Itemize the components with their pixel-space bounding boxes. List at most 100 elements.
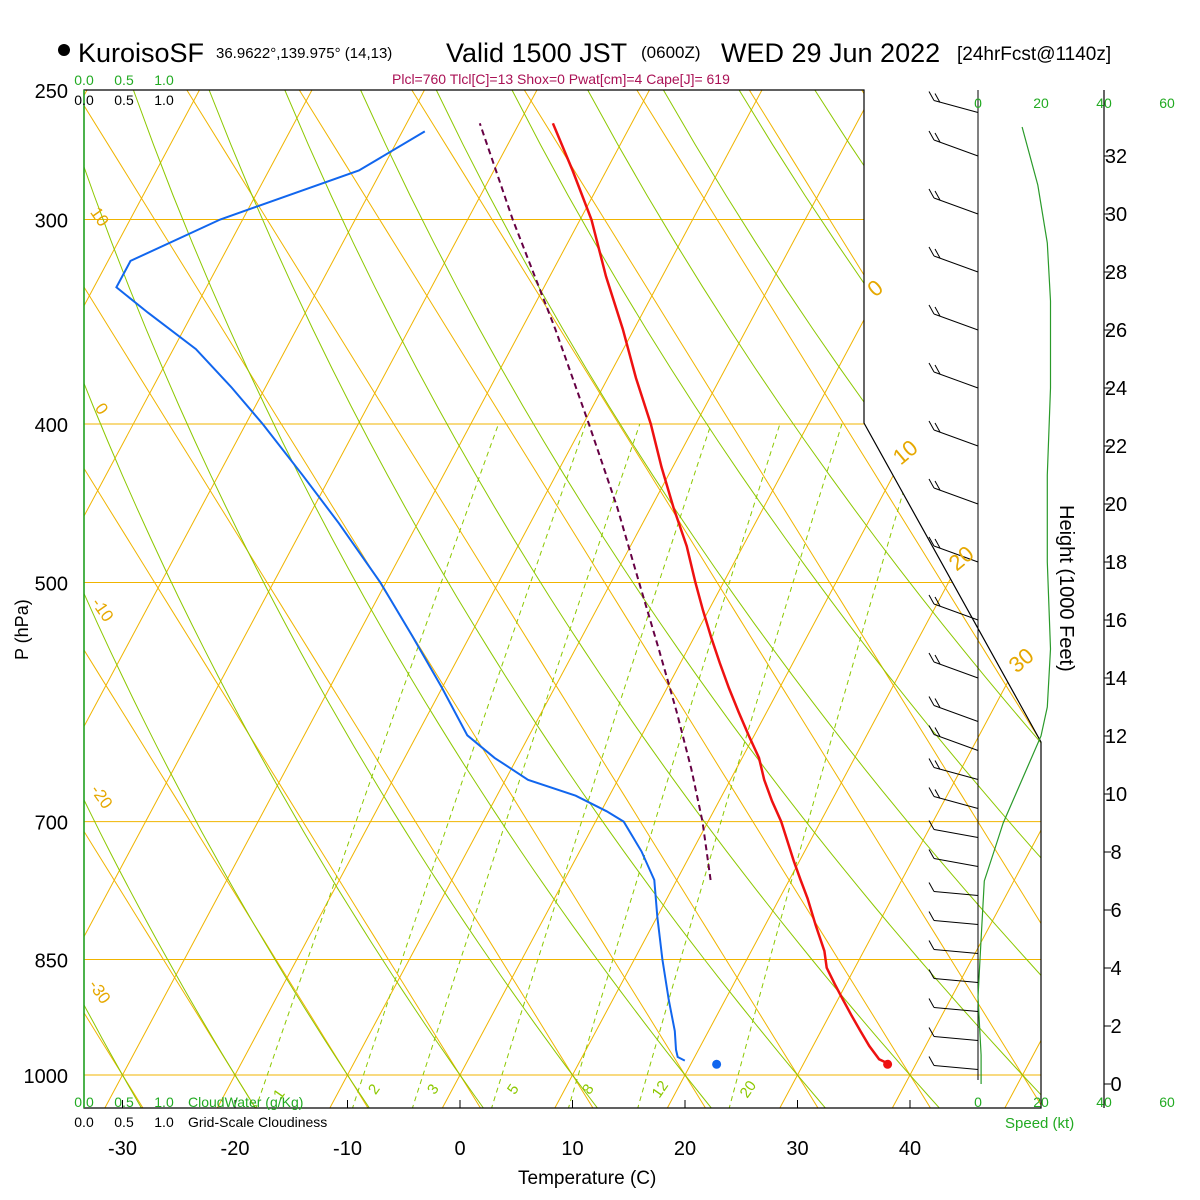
pressure-tick-label: 700 [35, 813, 68, 835]
speed-tick-label-top: 20 [1033, 95, 1049, 111]
isotherm-line [216, 90, 778, 1108]
chart-background-lines [84, 90, 1200, 1110]
wind-barb-feather [934, 596, 941, 607]
height-tick-label: 24 [1105, 378, 1127, 400]
wind-barb-feather [934, 422, 941, 433]
isotherm-label: -10 [88, 594, 118, 625]
wind-barb-shaft [933, 767, 979, 780]
dry-adiabat-line [84, 90, 600, 1108]
wind-barb-shaft [933, 1007, 979, 1012]
x-axis-title: Temperature (C) [518, 1168, 656, 1189]
wind-barb-feather [934, 248, 941, 259]
isotherm-line [328, 90, 891, 1108]
mixing-ratio-line [411, 423, 641, 1108]
theta-label: 10 [888, 435, 923, 470]
height-tick-label: 18 [1105, 552, 1127, 574]
speed-tick-label-bottom: 60 [1159, 1094, 1175, 1110]
speed-tick-label-top: 40 [1096, 95, 1112, 111]
isotherm-line [84, 90, 553, 1108]
temperature-tick-label: 10 [561, 1138, 583, 1160]
chart-header: KuroisoSF 36.9622°,139.975° (14,13) Vali… [58, 38, 1111, 87]
wind-barb-feather [928, 820, 935, 830]
dewpoint-profile [115, 130, 686, 1062]
temperature-tick-label: -20 [221, 1138, 250, 1160]
cloud-water-title: CloudWater (g/Kg) [188, 1094, 303, 1110]
temperature-tick-label: -10 [333, 1138, 362, 1160]
wind-barb-shaft [933, 313, 979, 331]
speed-tick-label-bottom: 0 [974, 1094, 982, 1110]
site-name: KuroisoSF [78, 38, 204, 68]
wind-barb-feather [928, 594, 935, 605]
isotherm-line [84, 90, 328, 1108]
mixing-ratio-line [351, 423, 587, 1108]
theta-label: 30 [1004, 643, 1039, 678]
isotherm-line [666, 90, 1041, 1108]
wind-barb-feather [928, 758, 935, 768]
height-tick-label: 2 [1110, 1016, 1121, 1038]
height-tick-label: 16 [1105, 610, 1127, 632]
cloud-scale-bottom-black: 1.0 [154, 1114, 174, 1130]
pressure-tick-label: 400 [35, 415, 68, 437]
height-tick-label: 28 [1105, 262, 1127, 284]
wind-barb-shaft [933, 858, 979, 867]
theta-line [973, 90, 1041, 1108]
wind-barb [928, 725, 979, 751]
wind-barb [928, 940, 979, 954]
theta-line [298, 90, 932, 1108]
wind-barb-feather [928, 969, 935, 979]
temperature-tick-label: 0 [454, 1138, 465, 1160]
wind-barb-shaft [933, 891, 979, 896]
dry-adiabat-line [511, 90, 1041, 1108]
height-tick-label: 0 [1110, 1074, 1121, 1096]
wind-barb-shaft [933, 545, 979, 563]
dry-adiabat-line [814, 90, 1041, 1108]
wind-barb-shaft [933, 139, 979, 157]
wind-barb-shaft [933, 1036, 979, 1041]
cloud-scale-top-green: 0.5 [114, 72, 134, 88]
cloud-scale-bottom-black: 0.5 [114, 1114, 134, 1130]
isotherm-line [1003, 90, 1041, 1108]
isotherm-label: -20 [87, 781, 117, 812]
wind-barb-feather [934, 190, 941, 201]
wind-barb-feather [934, 132, 941, 143]
isotherm-line [103, 90, 666, 1108]
temperature-tick-label: 40 [899, 1138, 921, 1160]
wind-barb-shaft [933, 1065, 979, 1070]
dry-adiabat-line [360, 90, 1041, 1108]
surface-dewpoint-point [712, 1059, 722, 1069]
cloud-scale-bottom-green: 1.0 [154, 1094, 174, 1110]
cloud-scale-bottom-green: 0.0 [74, 1094, 94, 1110]
wind-barb [928, 188, 979, 215]
wind-barb [928, 882, 979, 896]
wind-barb [928, 758, 979, 780]
speed-tick-label-top: 60 [1159, 95, 1175, 111]
dry-adiabat-line [84, 90, 143, 1108]
wind-barb-feather [928, 1027, 935, 1037]
dry-adiabat-line [1193, 90, 1200, 1110]
wind-barb-feather [928, 536, 935, 547]
cloud-scale-top-black: 1.0 [154, 92, 174, 108]
dry-adiabat-line [965, 90, 1041, 1108]
valid-zulu: (0600Z) [641, 43, 701, 62]
cloud-scale-top-green: 0.0 [74, 72, 94, 88]
wind-barb [928, 594, 979, 621]
mixing-ratio-label: 20 [737, 1078, 760, 1101]
wind-barb-shaft [933, 487, 979, 505]
wind-barb [928, 849, 979, 867]
theta-line [84, 90, 707, 1108]
wind-barb [928, 304, 979, 331]
isotherm-label: 10 [86, 204, 112, 230]
speed-tick-label-top: 0 [974, 95, 982, 111]
wind-barb-feather [934, 727, 941, 737]
wind-barb [928, 820, 979, 838]
isotherm-label: -30 [85, 976, 115, 1007]
wind-barb-shaft [933, 661, 979, 679]
wind-barb-feather [928, 998, 935, 1008]
theta-line [84, 90, 257, 1108]
height-tick-label: 4 [1110, 958, 1121, 980]
mixing-ratio-label: 3 [424, 1081, 443, 1098]
dry-adiabat-line [587, 90, 1041, 1108]
cloud-scale-bottom-black: 0.0 [74, 1114, 94, 1130]
theta-line [84, 90, 595, 1108]
mixing-ratio-line [254, 423, 499, 1108]
